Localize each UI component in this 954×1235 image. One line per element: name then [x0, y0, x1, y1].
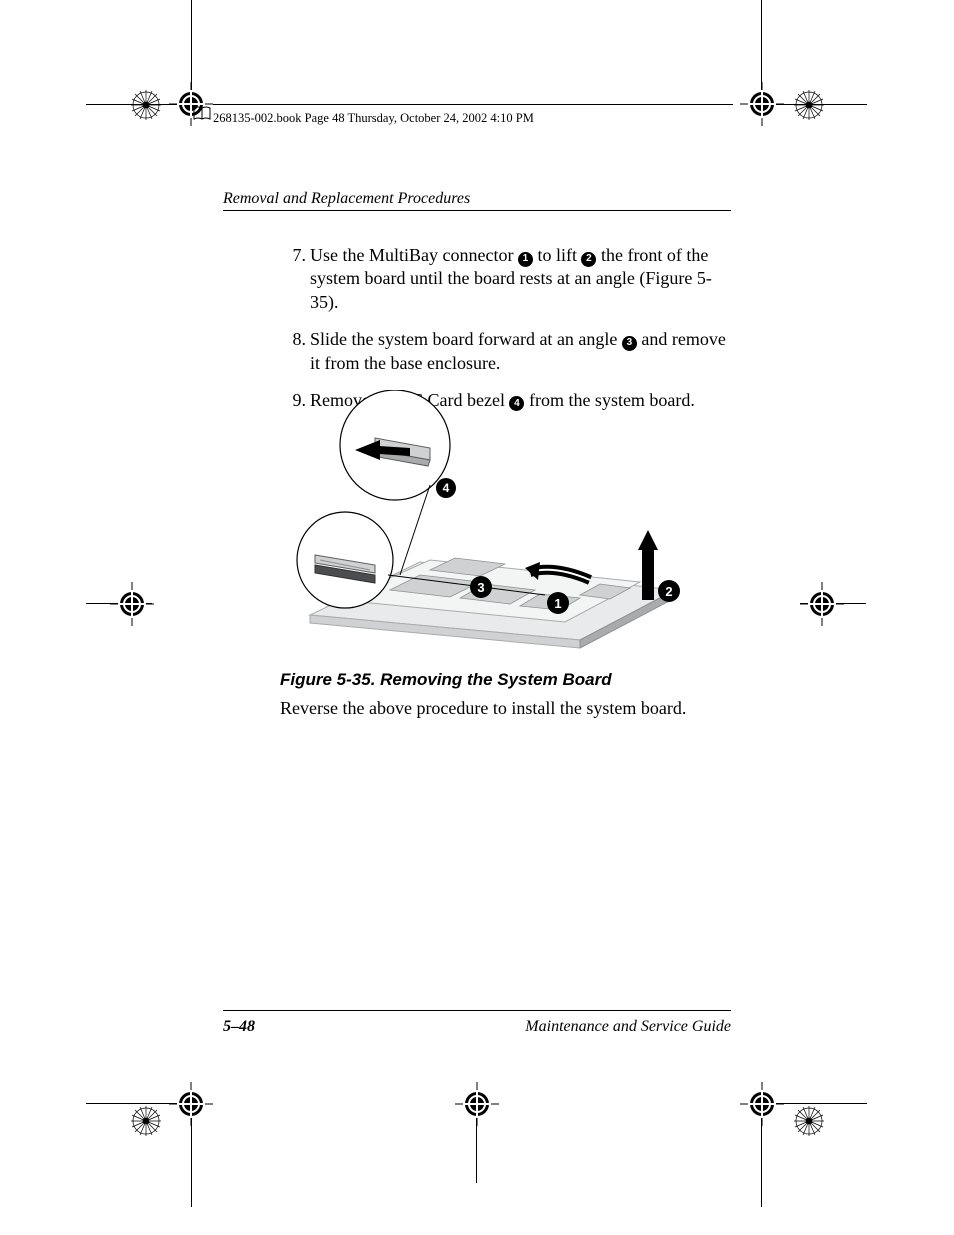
callout-inline-icon: 1 — [518, 252, 533, 267]
list-text: Use the MultiBay connector 1 to lift 2 t… — [310, 244, 732, 314]
callout-number: 3 — [477, 580, 484, 595]
registration-target-icon — [455, 1082, 499, 1126]
callout-number: 2 — [665, 584, 672, 599]
figure-callout-4: 4 — [436, 478, 456, 498]
meta-rule — [213, 104, 733, 105]
running-head: Removal and Replacement Procedures — [223, 190, 470, 208]
footer-doc-title: Maintenance and Service Guide — [525, 1018, 731, 1036]
figure-callout-2: 2 — [658, 580, 680, 602]
page-meta-text: 268135-002.book Page 48 Thursday, Octobe… — [213, 111, 534, 126]
printers-mark-icon — [129, 1104, 163, 1138]
figure-caption: Figure 5-35. Removing the System Board — [280, 670, 612, 690]
list-item: 8. Slide the system board forward at an … — [280, 328, 732, 375]
registration-target-icon — [169, 1082, 213, 1126]
printers-mark-icon — [129, 88, 163, 122]
text-fragment: Use the MultiBay connector — [310, 245, 518, 265]
printers-mark-icon — [792, 88, 826, 122]
registration-target-icon — [740, 82, 784, 126]
figure-5-35: 4 3 1 2 — [280, 390, 680, 650]
footer-rule — [223, 1010, 731, 1011]
list-number: 7. — [280, 244, 310, 314]
text-fragment: to lift — [533, 245, 582, 265]
list-text: Slide the system board forward at an ang… — [310, 328, 732, 375]
list-number: 8. — [280, 328, 310, 375]
footer-page-number: 5–48 — [223, 1018, 255, 1036]
book-icon — [192, 105, 212, 128]
running-head-rule — [223, 210, 731, 211]
list-item: 7. Use the MultiBay connector 1 to lift … — [280, 244, 732, 314]
callout-inline-icon: 2 — [581, 252, 596, 267]
printers-mark-icon — [792, 1104, 826, 1138]
callout-number: 4 — [443, 481, 450, 495]
callout-inline-icon: 3 — [622, 336, 637, 351]
registration-target-icon — [740, 1082, 784, 1126]
registration-target-icon — [110, 582, 154, 626]
text-fragment: Slide the system board forward at an ang… — [310, 329, 622, 349]
figure-callout-3: 3 — [470, 576, 492, 598]
figure-callout-1: 1 — [547, 592, 569, 614]
registration-target-icon — [800, 582, 844, 626]
callout-number: 1 — [554, 596, 561, 611]
figure-followup-text: Reverse the above procedure to install t… — [280, 698, 686, 719]
